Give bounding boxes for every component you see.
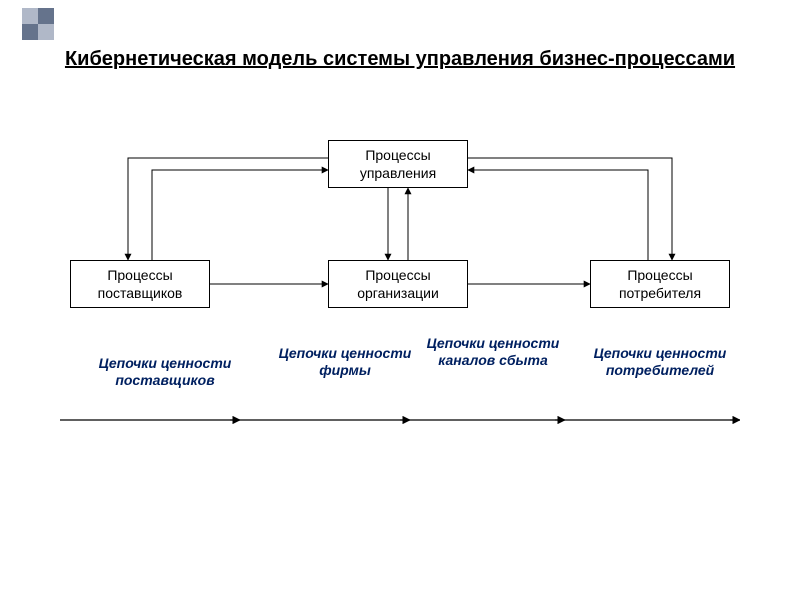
caption-channel-value-chains: Цепочки ценности каналов сбыта <box>418 335 568 369</box>
flowchart-svg <box>60 130 740 550</box>
caption-firm-value-chains: Цепочки ценности фирмы <box>270 345 420 379</box>
node-organization-processes: Процессы организации <box>328 260 468 308</box>
decor-square <box>22 8 38 24</box>
decor-square <box>38 24 54 40</box>
caption-supplier-value-chains: Цепочки ценности поставщиков <box>80 355 250 389</box>
node-supplier-processes: Процессы поставщиков <box>70 260 210 308</box>
node-management-processes: Процессы управления <box>328 140 468 188</box>
page-title: Кибернетическая модель системы управлени… <box>0 48 800 71</box>
node-consumer-processes: Процессы потребителя <box>590 260 730 308</box>
flowchart: Процессы управления Процессы поставщиков… <box>60 130 740 550</box>
decor-square <box>22 24 38 40</box>
decor-square <box>38 8 54 24</box>
caption-consumer-value-chains: Цепочки ценности потребителей <box>580 345 740 379</box>
